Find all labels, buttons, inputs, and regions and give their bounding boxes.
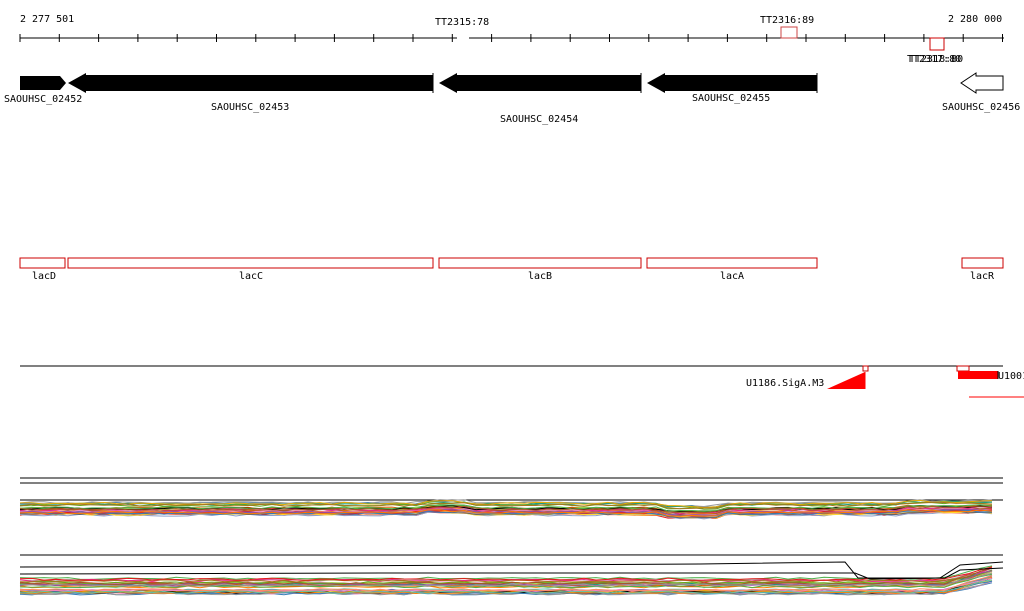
operon-gene-label: lacC: [239, 271, 263, 282]
coordinate-axis: 2 277 501 2 280 000: [19, 14, 1004, 42]
expression-track-1: [19, 477, 1003, 520]
operon-gene[interactable]: [67, 257, 434, 269]
expression-line: [19, 501, 993, 510]
promoter-label: U1001: [998, 371, 1024, 382]
gene-arrow[interactable]: [960, 72, 1004, 94]
expression-line: [20, 499, 993, 509]
promoter-label: U1186.SigA.M3: [746, 378, 824, 389]
operon-gene-label: lacD: [32, 271, 56, 282]
expression-lines: [19, 565, 993, 596]
gene-track: SAOUHSC_02452 SAOUHSC_02453 SAOUHSC_0245…: [4, 72, 1020, 125]
expression-line: [19, 505, 993, 514]
expression-line: [19, 509, 993, 517]
gene-label: SAOUHSC_02456: [942, 102, 1020, 113]
promoter-mark[interactable]: [862, 365, 869, 372]
expression-line: [19, 565, 993, 580]
promoter-block[interactable]: [958, 371, 998, 379]
terminator-mark[interactable]: [780, 26, 798, 39]
promoter-mark[interactable]: [956, 365, 970, 372]
terminator-mark[interactable]: [929, 37, 945, 51]
axis-left-label: 2 277 501: [20, 14, 74, 25]
gene-label: SAOUHSC_02453: [211, 102, 289, 113]
axis-ticks: [19, 34, 1003, 42]
expression-line: [19, 504, 993, 512]
gene-label: SAOUHSC_02455: [692, 93, 770, 104]
operon-gene[interactable]: [438, 257, 642, 269]
terminator-label: TT2316:89: [760, 15, 814, 26]
expression-lines: [19, 499, 993, 520]
expression-line: [19, 567, 993, 586]
expression-line: [19, 567, 1004, 580]
terminator-mark[interactable]: [457, 33, 469, 43]
operon-gene-label: lacA: [720, 271, 744, 282]
gene-arrow[interactable]: [68, 73, 433, 93]
gene-arrow[interactable]: [20, 76, 66, 90]
axis-right-label: 2 280 000: [948, 14, 1002, 25]
promoter-track: U1186.SigA.M3 U1001: [20, 365, 1024, 398]
expression-line: [19, 566, 993, 581]
expression-line: [19, 561, 1004, 579]
expression-line: [19, 569, 993, 585]
gene-arrow[interactable]: [439, 73, 641, 93]
gene-arrow[interactable]: [647, 73, 817, 93]
operon-gene-label: lacR: [970, 271, 995, 282]
operon-track: lacD lacC lacB lacA lacR: [19, 257, 1004, 282]
promoter-triangle[interactable]: [827, 372, 865, 389]
gene-label: SAOUHSC_02454: [500, 114, 578, 125]
expression-line: [19, 575, 993, 592]
terminators: TT2315:78 TT2316:89 TT2317:80 TT2318:80: [435, 15, 963, 65]
gene-label: SAOUHSC_02452: [4, 94, 82, 105]
operon-gene[interactable]: [19, 257, 66, 269]
expression-track-2: [19, 554, 1004, 596]
operon-gene[interactable]: [646, 257, 818, 269]
expression-line: [19, 580, 993, 595]
operon-gene-label: lacB: [528, 271, 552, 282]
terminator-label-overlay: TT2318:80: [909, 54, 963, 65]
terminator-label: TT2317:80: [907, 54, 961, 65]
operon-gene[interactable]: [961, 257, 1004, 269]
expression-line: [19, 565, 993, 583]
terminator-label: TT2315:78: [435, 17, 489, 28]
expression-line: [20, 579, 993, 594]
expression-line: [19, 572, 993, 587]
expression-line: [19, 573, 993, 589]
